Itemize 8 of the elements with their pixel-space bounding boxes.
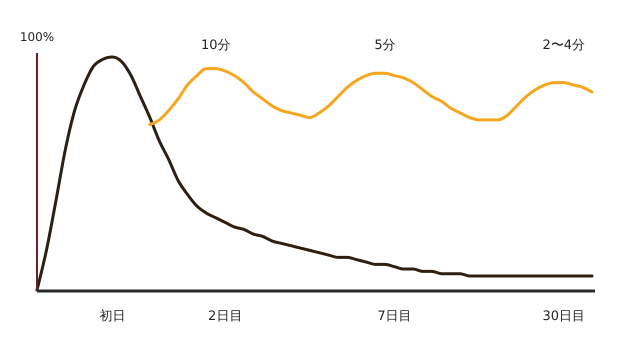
x-tick-label: 30日目 <box>542 309 586 324</box>
text: 5分 <box>374 38 396 53</box>
text: 10分 <box>200 38 230 53</box>
x-tick-label: 2日目 <box>208 309 242 324</box>
text: 2〜4分 <box>542 38 586 53</box>
x-tick-label: 7日目 <box>377 309 412 324</box>
x-tick-label: 初日 <box>99 309 126 324</box>
y-axis-title: 100% <box>20 30 54 44</box>
